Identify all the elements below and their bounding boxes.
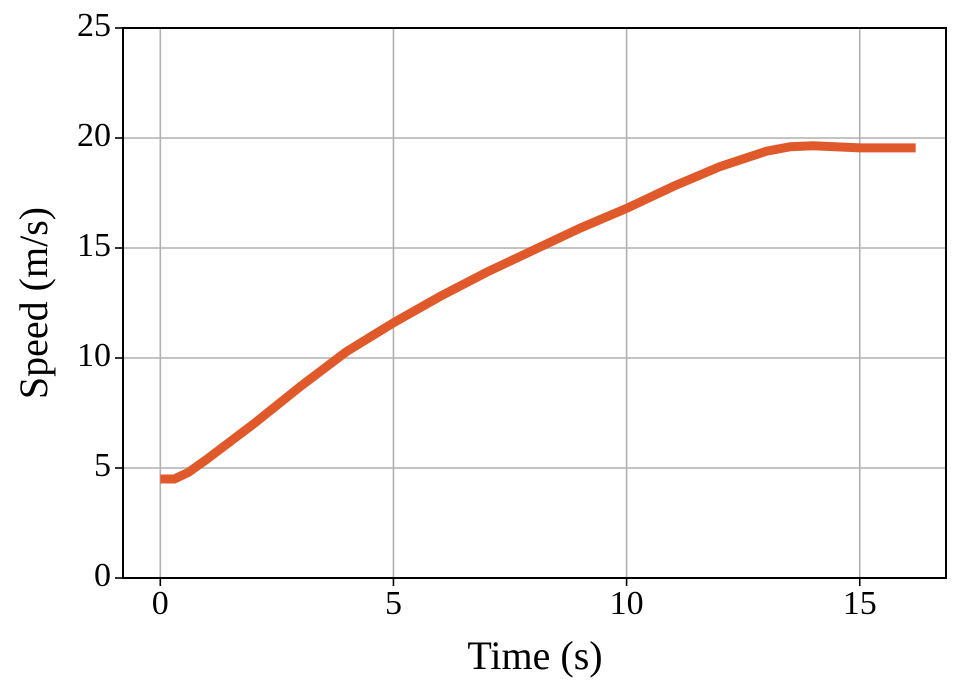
y-tick-label: 5 [94,447,111,484]
data-line [160,141,916,484]
plot-frame [122,27,947,579]
y-tick-label: 0 [94,557,111,594]
y-tick-label: 25 [77,7,111,44]
x-tick-label: 5 [385,585,402,622]
x-axis-label: Time (s) [467,633,602,678]
x-tick-label: 15 [843,585,877,622]
x-tick-label: 0 [152,585,169,622]
y-axis-label: Speed (m/s) [11,207,56,399]
y-tick-label: 20 [77,117,111,154]
y-tick-label: 15 [77,227,111,264]
y-tick-label: 10 [77,337,111,374]
x-tick-label: 10 [610,585,644,622]
